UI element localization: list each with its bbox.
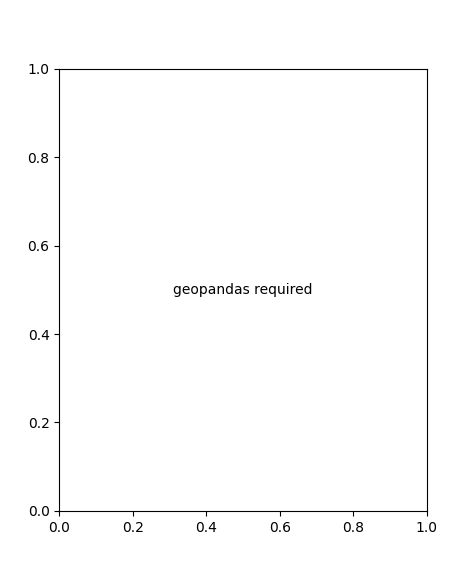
Text: geopandas required: geopandas required [173,283,313,297]
